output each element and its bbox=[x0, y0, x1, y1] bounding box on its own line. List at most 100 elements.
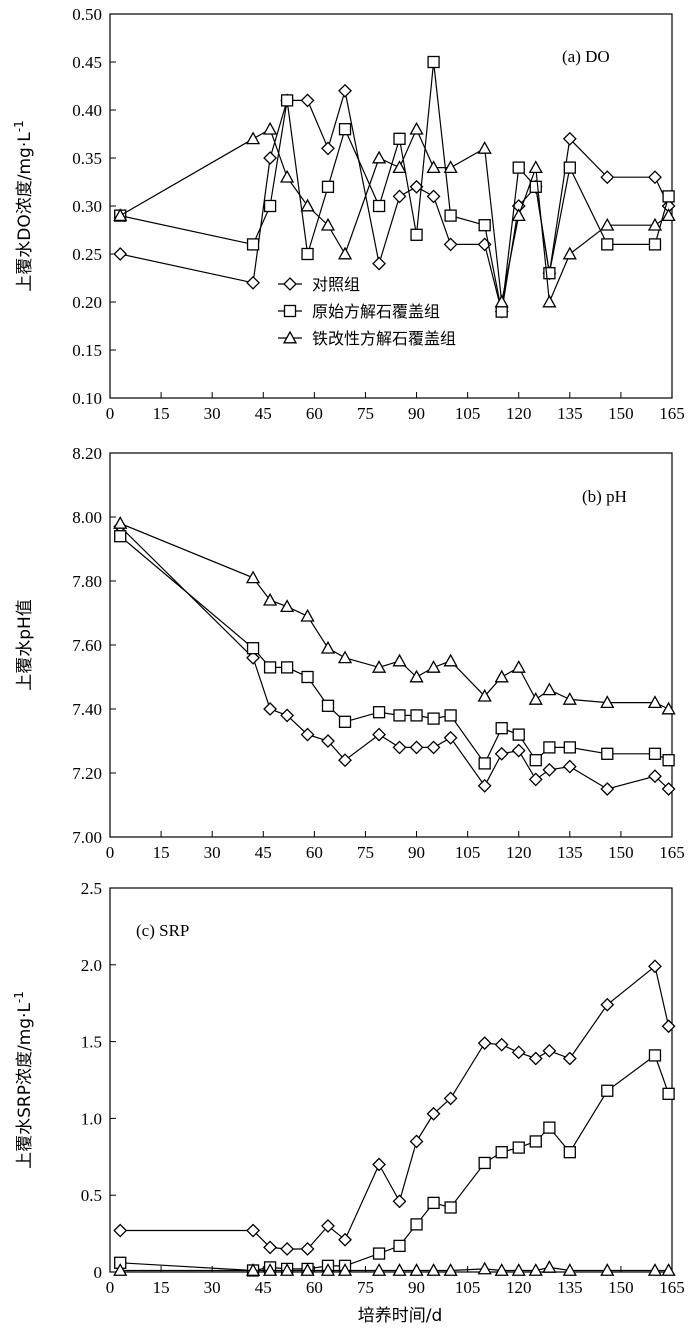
series-triangle bbox=[113, 1260, 676, 1276]
data-point-triangle bbox=[280, 169, 295, 183]
x-tick-label: 120 bbox=[506, 404, 532, 423]
series-diamond bbox=[113, 519, 676, 796]
data-point-square bbox=[529, 180, 542, 193]
data-point-diamond bbox=[392, 189, 407, 204]
x-tick-label: 135 bbox=[557, 843, 583, 862]
data-point-square bbox=[114, 530, 127, 543]
data-point-diamond bbox=[477, 1036, 492, 1051]
data-point-triangle bbox=[426, 660, 441, 673]
data-point-diamond bbox=[113, 1223, 128, 1238]
data-point-triangle bbox=[661, 1263, 676, 1276]
data-point-diamond bbox=[409, 179, 424, 194]
x-tick-label: 90 bbox=[408, 404, 425, 423]
x-tick-label: 30 bbox=[204, 843, 221, 862]
y-tick-label: 0.45 bbox=[72, 53, 102, 72]
y-tick-label: 0.5 bbox=[81, 1186, 102, 1205]
data-point-diamond bbox=[246, 650, 260, 665]
data-point-triangle bbox=[477, 1261, 492, 1275]
data-point-triangle bbox=[320, 217, 336, 231]
x-tick-label: 0 bbox=[106, 1278, 115, 1297]
data-point-square bbox=[427, 712, 440, 725]
data-point-triangle bbox=[113, 208, 128, 222]
data-point-square bbox=[372, 199, 386, 213]
data-point-diamond bbox=[426, 189, 441, 204]
data-point-triangle bbox=[300, 198, 315, 212]
data-point-square bbox=[321, 180, 335, 193]
data-point-diamond bbox=[372, 1157, 386, 1172]
data-point-square bbox=[393, 709, 406, 722]
data-point-square bbox=[512, 1141, 525, 1154]
y-tick-label: 7.60 bbox=[72, 636, 102, 655]
data-point-square bbox=[529, 754, 542, 767]
data-point-triangle bbox=[392, 160, 407, 174]
data-point-triangle bbox=[511, 660, 526, 673]
data-point-triangle bbox=[494, 294, 509, 308]
y-tick-label: 2.5 bbox=[81, 879, 102, 898]
data-point-square bbox=[393, 132, 406, 145]
y-axis-title: 上覆水SRP浓度/mg·L-1 bbox=[12, 991, 35, 1169]
data-point-triangle bbox=[337, 650, 353, 664]
data-point-triangle bbox=[661, 208, 676, 222]
data-point-triangle bbox=[647, 695, 663, 709]
data-point-triangle bbox=[661, 701, 676, 715]
data-point-diamond bbox=[562, 1051, 577, 1066]
data-point-square bbox=[543, 741, 556, 754]
y-tick-label: 7.80 bbox=[72, 572, 102, 591]
y-tick-label: 7.20 bbox=[72, 764, 102, 783]
plot-frame bbox=[109, 887, 673, 1273]
legend-label: 原始方解石覆盖组 bbox=[312, 302, 440, 321]
data-point-triangle bbox=[245, 570, 261, 584]
data-point-square bbox=[529, 1135, 542, 1148]
x-tick-label: 90 bbox=[408, 1278, 425, 1297]
data-point-diamond bbox=[528, 1051, 543, 1066]
data-point-triangle bbox=[262, 121, 278, 135]
data-point-diamond bbox=[246, 1223, 260, 1238]
x-tick-label: 150 bbox=[608, 404, 634, 423]
data-point-diamond bbox=[477, 778, 492, 793]
data-point-triangle bbox=[477, 141, 492, 154]
data-point-diamond bbox=[600, 782, 615, 796]
x-tick-label: 135 bbox=[557, 1278, 583, 1297]
data-point-triangle bbox=[511, 1263, 526, 1276]
x-tick-label: 165 bbox=[659, 843, 685, 862]
y-tick-label: 0.20 bbox=[72, 293, 102, 312]
data-point-square bbox=[648, 238, 662, 251]
data-point-triangle bbox=[528, 692, 543, 705]
data-point-square bbox=[648, 747, 662, 760]
data-point-triangle bbox=[443, 653, 458, 667]
data-point-diamond bbox=[648, 769, 662, 784]
data-point-triangle bbox=[245, 131, 261, 145]
plot-frame bbox=[109, 452, 673, 838]
x-tick-label: 135 bbox=[557, 404, 583, 423]
x-tick-label: 0 bbox=[106, 404, 115, 423]
data-point-square bbox=[601, 1084, 614, 1097]
x-tick-label: 90 bbox=[408, 843, 425, 862]
data-point-square bbox=[338, 715, 352, 728]
data-point-diamond bbox=[600, 170, 615, 185]
x-tick-label: 105 bbox=[455, 404, 481, 423]
data-point-diamond bbox=[511, 743, 526, 758]
y-tick-label: 0.30 bbox=[72, 197, 102, 216]
data-point-triangle bbox=[600, 695, 615, 709]
data-point-triangle bbox=[280, 599, 295, 613]
y-tick-label: 1.5 bbox=[81, 1033, 102, 1052]
data-point-triangle bbox=[300, 1263, 315, 1276]
y-axis-title: 上覆水pH值 bbox=[15, 599, 35, 691]
data-point-square bbox=[478, 757, 491, 770]
data-point-square bbox=[563, 1146, 576, 1159]
y-tick-label: 0.35 bbox=[72, 149, 102, 168]
data-point-diamond bbox=[443, 237, 458, 252]
data-point-square bbox=[563, 741, 576, 754]
data-point-triangle bbox=[245, 1263, 261, 1276]
data-point-diamond bbox=[511, 1045, 526, 1060]
data-point-diamond bbox=[321, 141, 335, 156]
data-point-triangle bbox=[494, 669, 509, 683]
data-point-square bbox=[444, 1201, 457, 1214]
data-point-square bbox=[512, 728, 525, 741]
x-tick-label: 105 bbox=[455, 843, 481, 862]
data-point-triangle bbox=[494, 1263, 509, 1276]
data-point-diamond bbox=[321, 1219, 335, 1233]
data-point-triangle bbox=[392, 653, 407, 667]
x-tick-label: 120 bbox=[506, 1278, 532, 1297]
